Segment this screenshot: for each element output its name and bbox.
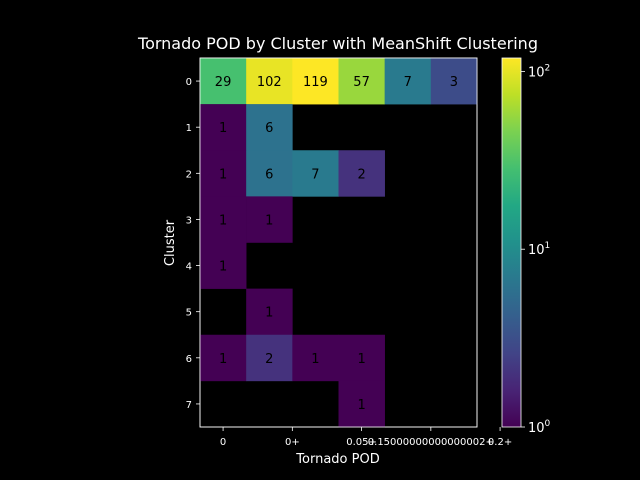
heatmap-cell xyxy=(338,150,385,197)
cell-value-label: 29 xyxy=(215,75,232,90)
cell-value-label: 2 xyxy=(357,167,365,182)
cell-value-label: 1 xyxy=(311,352,319,367)
x-axis-label: Tornado POD xyxy=(295,452,379,467)
cell-value-label: 1 xyxy=(357,352,365,367)
cell-value-label: 102 xyxy=(257,75,282,90)
cell-value-label: 7 xyxy=(404,75,412,90)
x-tick-label: 0 xyxy=(220,437,226,448)
x-tick-label: 0+ xyxy=(285,437,300,448)
y-axis: 0 1 2 3 4 5 6 7 xyxy=(186,77,200,411)
colorbar-gradient xyxy=(501,57,522,428)
cell-value-label: 1 xyxy=(219,352,227,367)
heatmap-cell xyxy=(246,150,293,197)
cell-value-label: 1 xyxy=(265,213,273,228)
cell-value-label: 3 xyxy=(450,75,458,90)
cell-value-label: 6 xyxy=(265,121,273,136)
y-tick-label: 0 xyxy=(186,77,192,88)
heatmap-cell xyxy=(384,58,432,105)
heatmap-cell xyxy=(338,334,385,382)
y-tick-label: 7 xyxy=(186,400,192,411)
heatmap-cell xyxy=(200,58,247,105)
y-tick-label: 3 xyxy=(186,215,192,226)
y-tick-label: 2 xyxy=(186,169,192,180)
heatmap-cell xyxy=(246,288,293,336)
heatmap-cell xyxy=(292,334,339,382)
plot-frame xyxy=(199,57,478,428)
y-tick-label: 6 xyxy=(186,354,192,365)
heatmap-cell xyxy=(200,334,247,382)
heatmap-cell xyxy=(200,196,247,243)
plot-area: 29 102 119 57 7 3 1 6 1 6 7 2 1 1 1 1 1 2 1 1 1 xyxy=(199,57,478,428)
cell-value-label: 1 xyxy=(219,121,227,136)
x-tick-label: 0.15000000000000002+ xyxy=(368,437,494,448)
y-tick-label: 4 xyxy=(186,262,192,273)
cell-value-label: 57 xyxy=(353,75,370,90)
y-tick-label: 5 xyxy=(186,308,192,319)
heatmap-cell xyxy=(338,380,385,428)
cell-value-label: 1 xyxy=(265,306,273,321)
heatmap-cell xyxy=(246,104,293,151)
heatmap-cell xyxy=(292,58,339,105)
chart-title: Tornado POD by Cluster with MeanShift Cl… xyxy=(137,34,538,53)
cell-value-label: 1 xyxy=(219,167,227,182)
heatmap-cell xyxy=(246,196,293,243)
heatmap-cell xyxy=(338,58,385,105)
cell-value-label: 1 xyxy=(219,213,227,228)
heatmap-cell xyxy=(200,104,247,151)
x-tick-label: 0.05+ xyxy=(346,437,377,448)
cell-value-label: 1 xyxy=(219,260,227,275)
heatmap-cell xyxy=(200,150,247,197)
heatmap-cell xyxy=(430,58,478,105)
heatmap-cell xyxy=(246,334,293,382)
cell-value-label: 1 xyxy=(357,398,365,413)
y-tick-label: 1 xyxy=(186,123,192,134)
y-axis-label: Cluster xyxy=(163,219,178,266)
x-axis: 0 0+ 0.05+0.15000000000000002+0.2+ xyxy=(220,427,512,448)
heatmap-cell xyxy=(246,58,293,105)
cell-value-label: 119 xyxy=(303,75,328,90)
heatmap-cell xyxy=(200,242,247,289)
heatmap-cell xyxy=(292,150,339,197)
cell-value-label: 6 xyxy=(265,167,273,182)
cell-value-label: 7 xyxy=(311,167,319,182)
cell-value-label: 2 xyxy=(265,352,273,367)
x-tick-label: 0.2+ xyxy=(488,437,512,448)
